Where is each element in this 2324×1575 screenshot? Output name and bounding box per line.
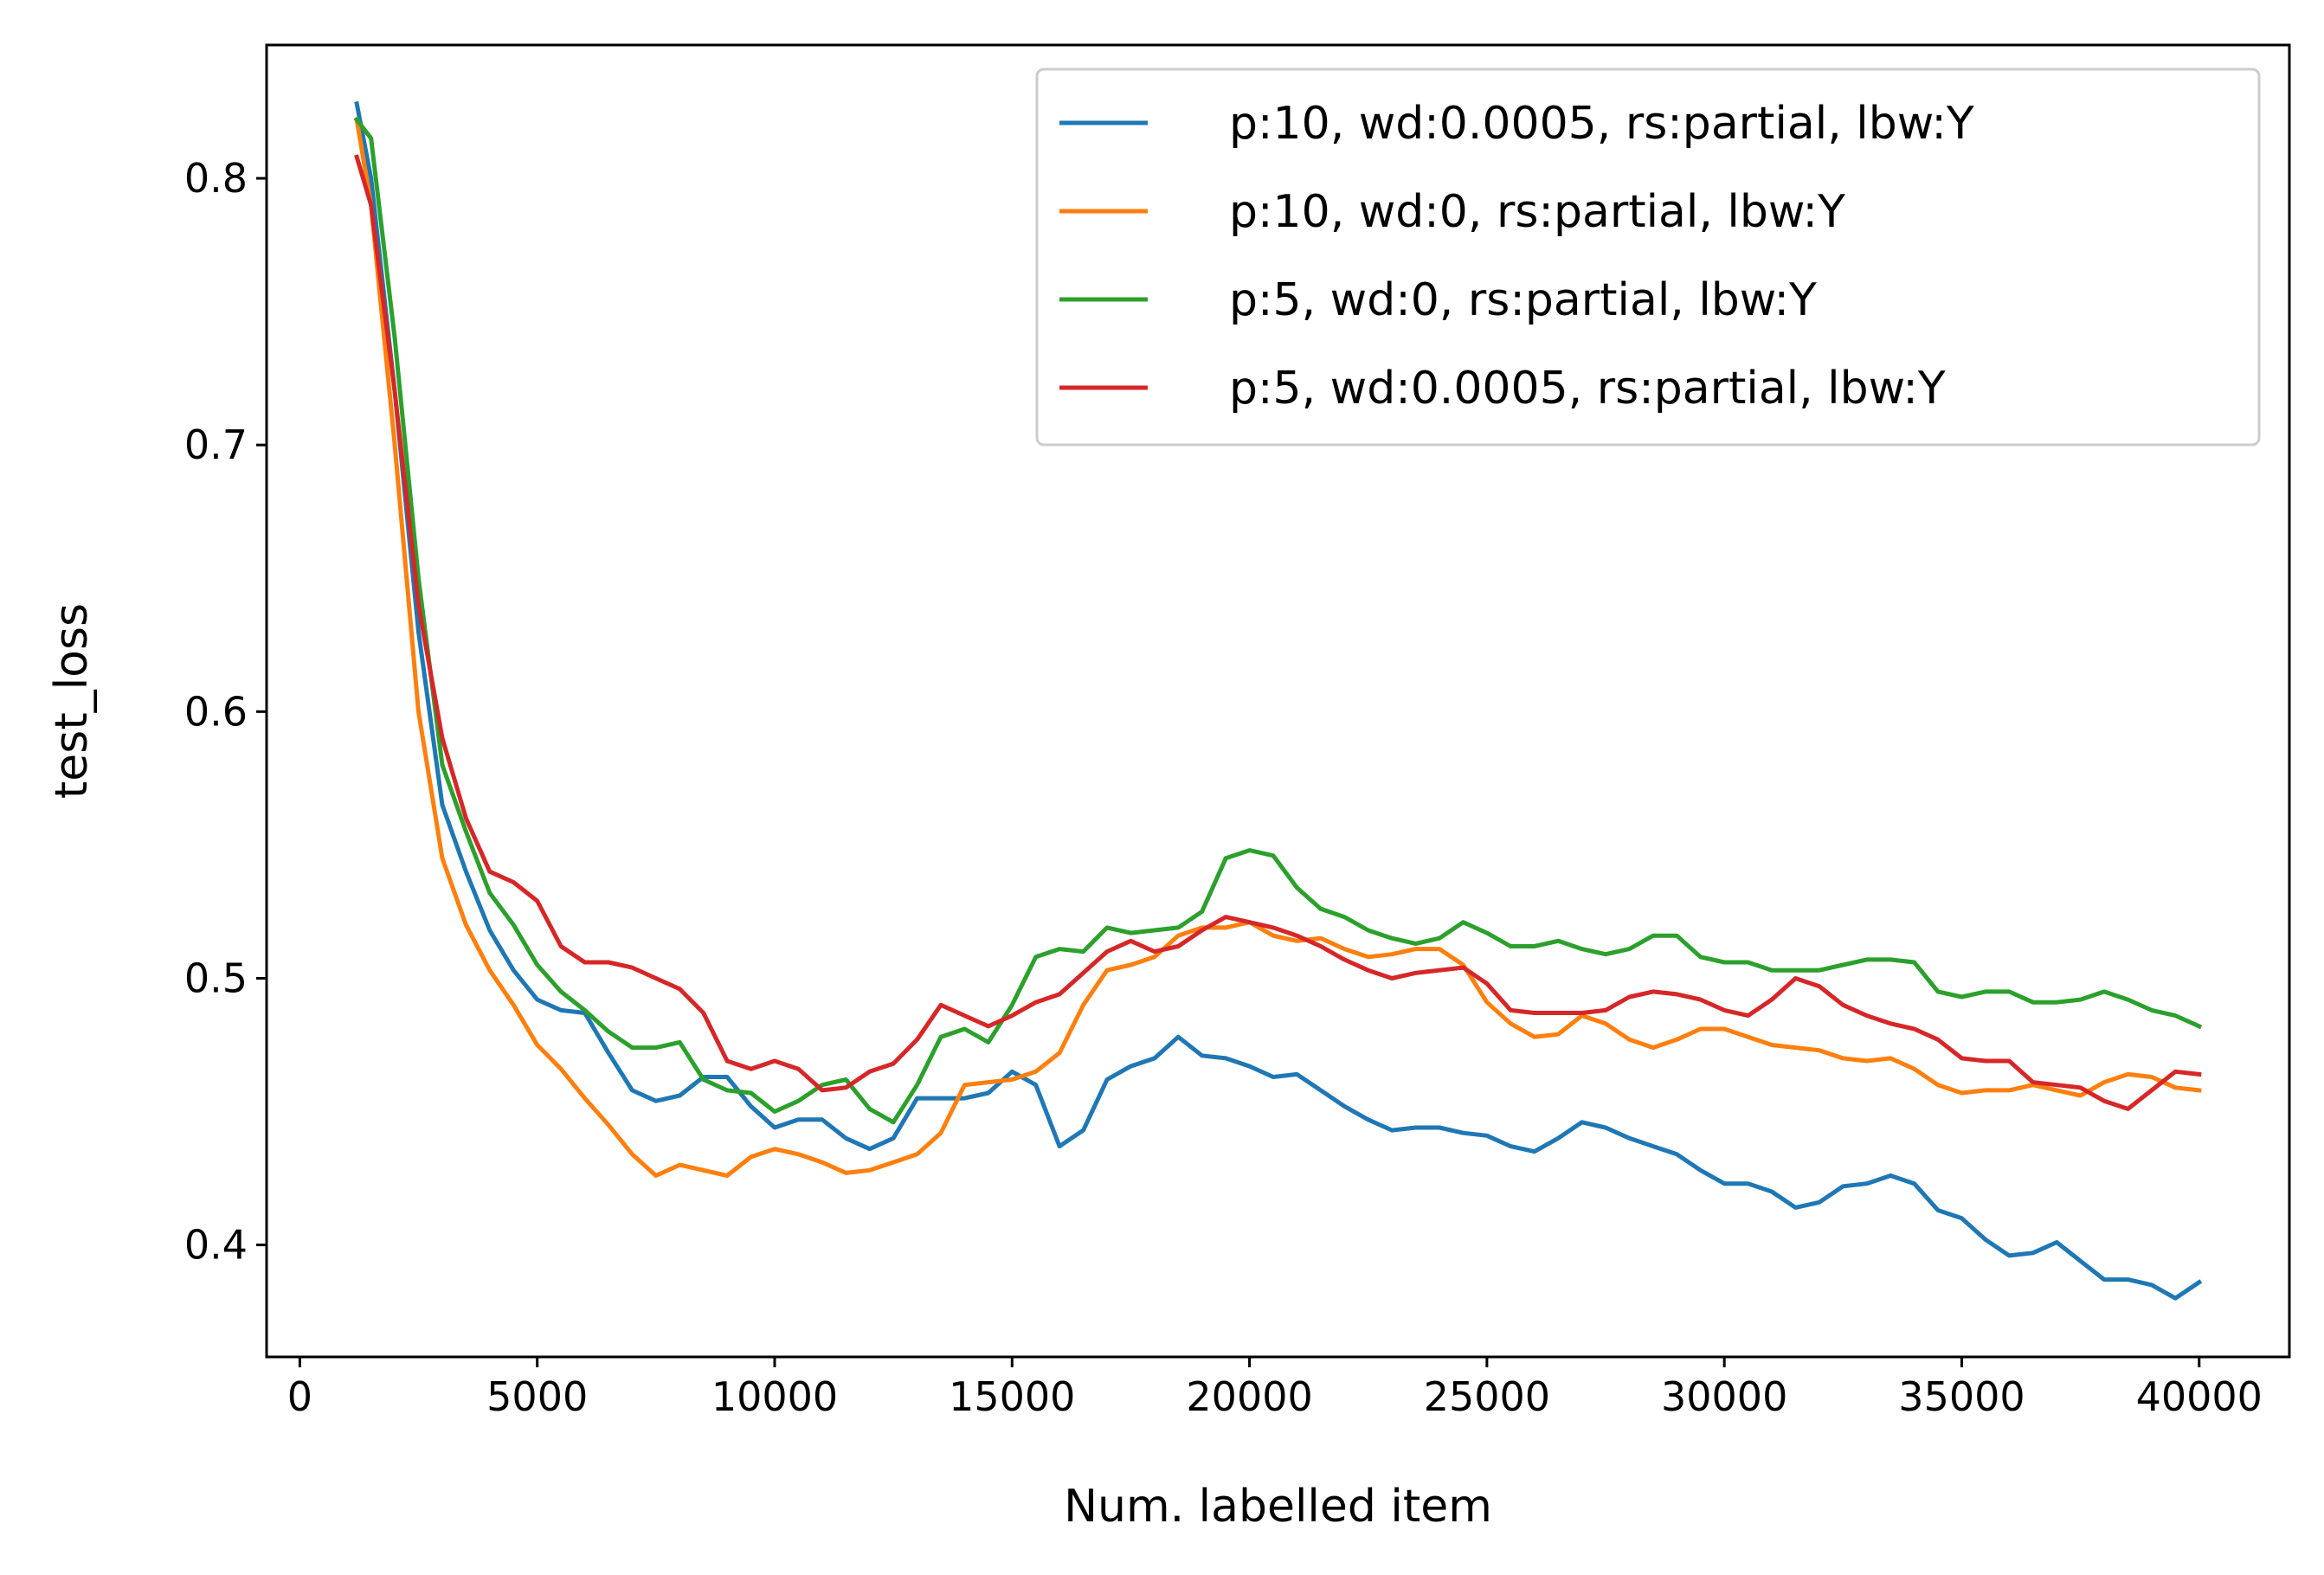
y-axis-label: test_loss — [46, 603, 98, 799]
legend: p:10, wd:0.0005, rs:partial, lbw:Y p:10, … — [1035, 68, 2261, 447]
x-tick-label: 30000 — [1661, 1373, 1787, 1420]
y-tick-label: 0.8 — [184, 155, 248, 202]
x-tick-label: 5000 — [486, 1373, 588, 1420]
y-tick-label: 0.7 — [184, 421, 248, 468]
y-tick-label: 0.5 — [184, 955, 248, 1001]
x-tick-label: 15000 — [949, 1373, 1075, 1420]
x-tick-label: 40000 — [2136, 1373, 2263, 1420]
legend-label-3: p:5, wd:0, rs:partial, lbw:Y — [1229, 274, 1817, 326]
plot-area-frame — [265, 43, 2291, 1359]
series-line-3 — [353, 116, 2203, 1125]
x-axis-label: Num. labelled item — [1064, 1481, 1492, 1533]
x-tick-label: 10000 — [711, 1373, 838, 1420]
legend-label-4: p:5, wd:0.0005, rs:partial, lbw:Y — [1229, 363, 1946, 415]
legend-label-2: p:10, wd:0, rs:partial, lbw:Y — [1229, 186, 1845, 238]
series-line-4 — [354, 154, 2202, 1111]
legend-box — [1035, 68, 2261, 447]
x-tick-label: 20000 — [1186, 1373, 1312, 1420]
x-axis-ticks: 0 5000 10000 15000 20000 25000 30000 35000 40000 — [287, 1357, 2263, 1420]
y-tick-label: 0.4 — [184, 1222, 248, 1269]
series-line-2 — [354, 117, 2202, 1178]
legend-label-1: p:10, wd:0.0005, rs:partial, lbw:Y — [1229, 98, 1974, 150]
series-layer — [353, 100, 2203, 1301]
x-tick-label: 0 — [287, 1373, 312, 1420]
y-tick-label: 0.6 — [184, 688, 248, 735]
y-axis-ticks: 0.4 0.5 0.6 0.7 0.8 — [184, 155, 267, 1269]
x-tick-label: 35000 — [1898, 1373, 2025, 1420]
x-tick-label: 25000 — [1424, 1373, 1550, 1420]
series-line-1 — [354, 100, 2203, 1301]
